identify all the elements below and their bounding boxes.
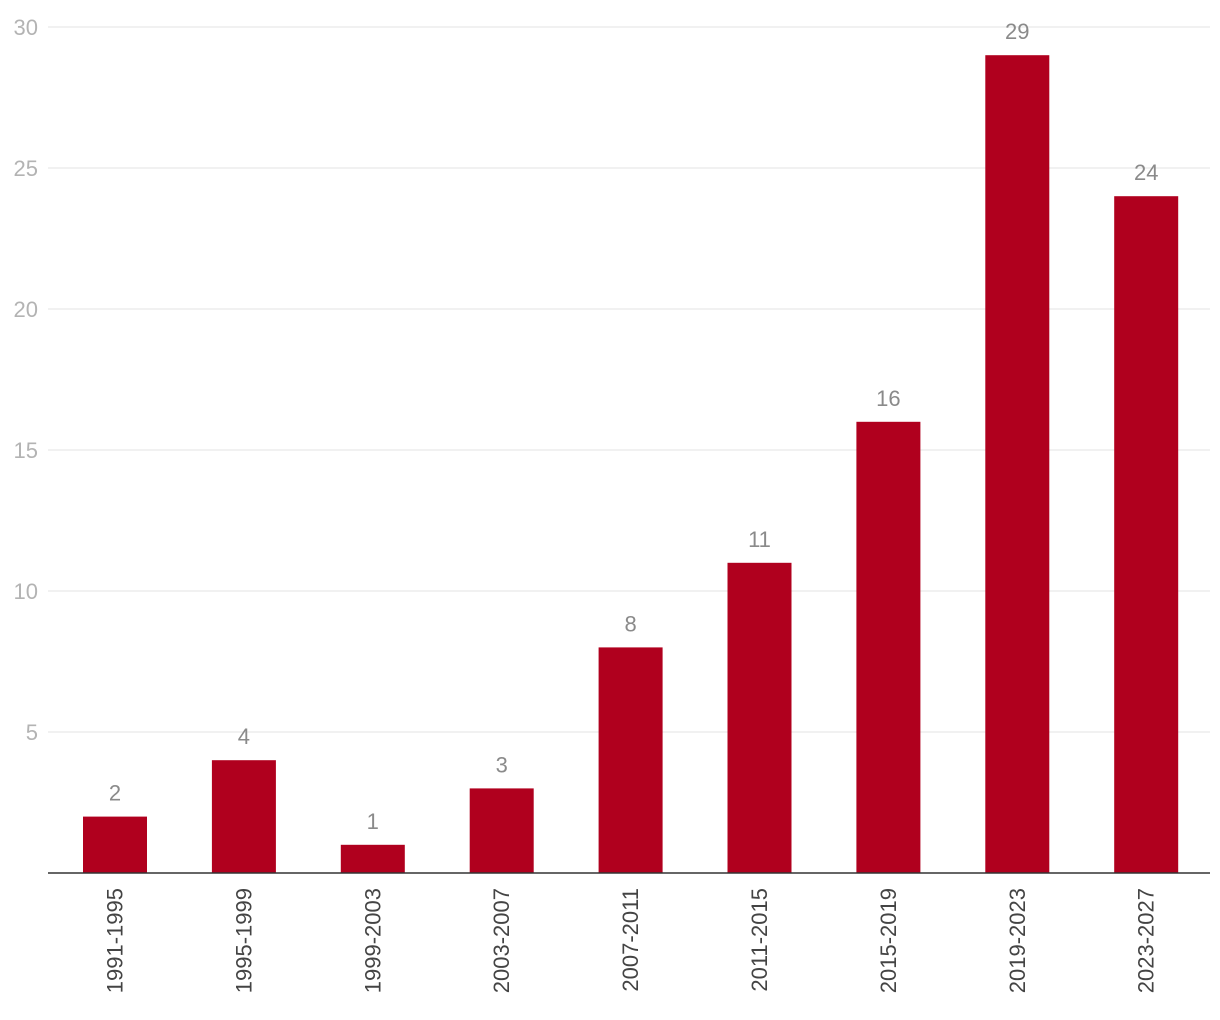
- data-label: 2: [109, 781, 121, 806]
- x-tick-label: 2003-2007: [489, 888, 514, 993]
- bar-2011-2015: [727, 562, 792, 873]
- data-label: 29: [1005, 19, 1029, 44]
- x-tick-label: 2007-2011: [618, 888, 643, 992]
- x-tick-label: 1991-1995: [103, 888, 128, 993]
- data-label: 16: [876, 386, 900, 411]
- data-label: 8: [624, 611, 636, 636]
- x-tick-label: 2019-2023: [1005, 888, 1030, 993]
- x-tick-label: 2015-2019: [876, 888, 901, 993]
- x-axis-ticks: 1991-1995 1995-1999 1999-2003 2003-2007 2007…: [103, 888, 1159, 993]
- bars: [83, 55, 1179, 873]
- bar-1991-1995: [83, 816, 147, 873]
- bar-2003-2007: [469, 788, 534, 873]
- x-tick-label: 2011-2015: [747, 888, 772, 992]
- data-label: 4: [238, 724, 250, 749]
- x-tick-label: 1999-2003: [360, 888, 385, 993]
- y-tick-label: 20: [14, 297, 38, 322]
- y-axis-ticks: 5 10 15 20 25 30: [14, 15, 38, 745]
- data-label: 3: [496, 752, 508, 777]
- y-tick-label: 10: [14, 579, 38, 604]
- bar-2007-2011: [598, 647, 663, 873]
- y-tick-label: 5: [26, 720, 38, 745]
- bar-1995-1999: [211, 760, 276, 873]
- y-tick-label: 25: [14, 156, 38, 181]
- x-tick-label: 1995-1999: [231, 888, 256, 993]
- data-label: 24: [1134, 160, 1158, 185]
- x-tick-label: 2023-2027: [1134, 888, 1159, 993]
- bar-2023-2027: [1114, 196, 1179, 873]
- bar-1999-2003: [340, 844, 405, 873]
- bar-2015-2019: [856, 421, 921, 873]
- data-label: 1: [367, 809, 379, 834]
- y-tick-label: 30: [14, 15, 38, 40]
- data-label: 11: [748, 527, 771, 552]
- bar-2019-2023: [985, 55, 1050, 873]
- y-tick-label: 15: [14, 438, 38, 463]
